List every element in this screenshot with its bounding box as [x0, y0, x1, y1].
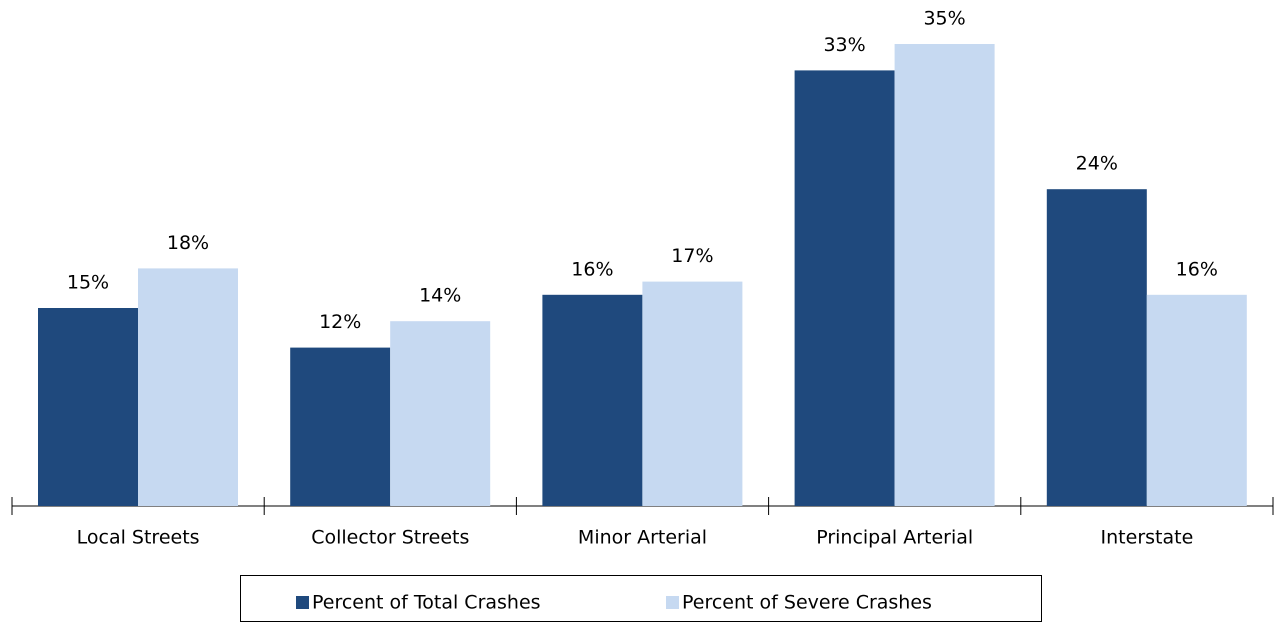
- legend-label: Percent of Total Crashes: [312, 592, 541, 614]
- bar: [38, 308, 138, 506]
- value-label: 12%: [319, 311, 361, 333]
- bar: [542, 294, 643, 506]
- x-tick-label: Local Streets: [77, 527, 200, 549]
- x-tick-label: Interstate: [1101, 527, 1194, 549]
- x-tick-label: Collector Streets: [311, 527, 469, 549]
- bar: [290, 347, 391, 506]
- bar: [138, 268, 238, 506]
- bar: [1146, 294, 1247, 506]
- bar: [794, 70, 895, 507]
- x-tick-label: Principal Arterial: [816, 527, 973, 549]
- legend-label: Percent of Severe Crashes: [682, 592, 932, 614]
- value-label: 18%: [167, 232, 209, 254]
- legend-swatch: [666, 596, 679, 609]
- value-label: 16%: [571, 258, 613, 280]
- value-label: 15%: [67, 272, 109, 294]
- bar: [894, 44, 995, 506]
- bar: [390, 321, 491, 506]
- value-label: 35%: [923, 8, 965, 30]
- bar: [1046, 189, 1147, 506]
- value-label: 17%: [671, 245, 713, 267]
- bar: [642, 281, 743, 506]
- legend-swatch: [296, 596, 309, 609]
- value-label: 33%: [823, 34, 865, 56]
- legend-box: [240, 575, 1042, 622]
- value-label: 24%: [1076, 153, 1118, 175]
- value-label: 14%: [419, 285, 461, 307]
- value-label: 16%: [1176, 258, 1218, 280]
- x-tick-label: Minor Arterial: [578, 527, 707, 549]
